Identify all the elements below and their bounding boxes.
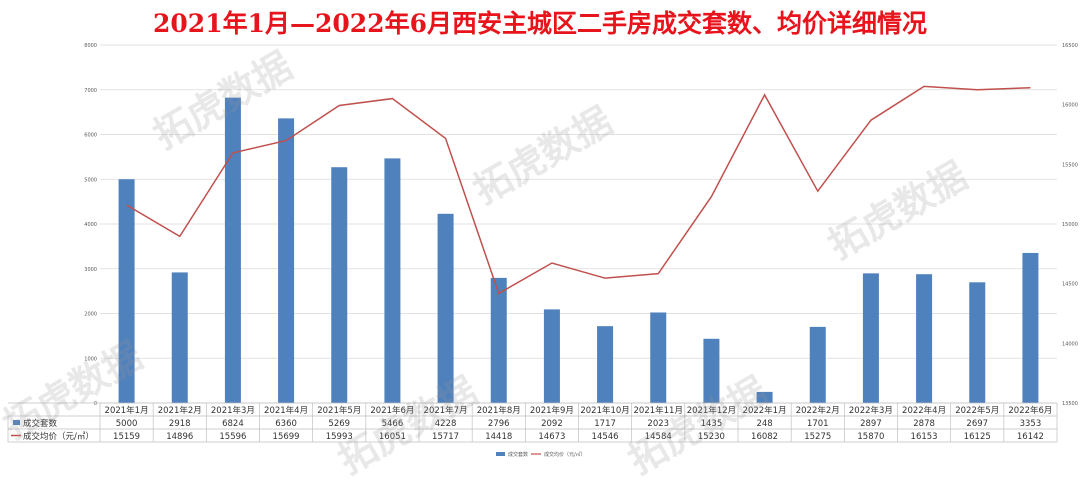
bar xyxy=(224,97,241,403)
data-label-count: 2092 xyxy=(541,419,563,429)
data-label-price: 14584 xyxy=(645,432,672,442)
bar xyxy=(171,272,188,403)
data-label-count: 4228 xyxy=(435,419,457,429)
data-label-count: 2796 xyxy=(488,419,510,429)
right-axis-tick-label: 16000 xyxy=(1062,103,1078,109)
data-label-count: 5466 xyxy=(382,419,404,429)
category-label: 2022年2月 xyxy=(796,405,840,416)
left-axis-tick-label: 6000 xyxy=(84,133,97,139)
left-axis-tick-label: 1000 xyxy=(84,356,97,362)
right-axis-tick-label: 14500 xyxy=(1062,282,1078,288)
bar xyxy=(597,326,614,403)
data-label-count: 2897 xyxy=(860,419,882,429)
data-label-count: 2918 xyxy=(169,419,191,429)
data-label-price: 16153 xyxy=(911,432,938,442)
data-label-price: 16142 xyxy=(1017,432,1044,442)
data-label-count: 248 xyxy=(756,419,772,429)
bar xyxy=(278,118,295,403)
bar xyxy=(118,179,135,403)
bar xyxy=(916,274,933,403)
category-label: 2022年3月 xyxy=(849,405,893,416)
bar xyxy=(969,282,986,403)
category-label: 2021年6月 xyxy=(370,405,414,416)
category-label: 2022年6月 xyxy=(1008,405,1052,416)
left-axis-tick-label: 7000 xyxy=(84,88,97,94)
table-row-header: 成交套数 xyxy=(23,418,58,429)
data-label-count: 6824 xyxy=(222,419,244,429)
left-axis-tick-label: 3000 xyxy=(84,267,97,273)
data-label-count: 5269 xyxy=(328,419,350,429)
category-label: 2021年10月 xyxy=(580,405,629,416)
right-axis-tick-label: 16500 xyxy=(1062,43,1078,49)
data-label-price: 15159 xyxy=(113,432,140,442)
category-label: 2022年5月 xyxy=(955,405,999,416)
left-axis-tick-label: 4000 xyxy=(84,222,97,228)
bar xyxy=(384,158,401,403)
data-label-price: 15230 xyxy=(698,432,725,442)
left-axis-tick-label: 5000 xyxy=(84,177,97,183)
series-line xyxy=(126,85,1031,295)
chart-title: 2021年1月—2022年6月西安主城区二手房成交套数、均价详细情况 xyxy=(153,9,927,38)
chart: 0 1000 2000 3000 4000 5000 6000 7000 8000 13500 14… xyxy=(7,43,1078,458)
data-label-price: 16082 xyxy=(751,432,778,442)
table-row-header: 成交均价（元/㎡） xyxy=(23,431,94,442)
category-label: 2022年4月 xyxy=(902,405,946,416)
category-label: 2021年4月 xyxy=(264,405,308,416)
left-axis-tick-label: 2000 xyxy=(84,312,97,318)
data-label-price: 14546 xyxy=(592,432,619,442)
category-label: 2021年2月 xyxy=(158,405,202,416)
legend-label: 成交均价（元/㎡） xyxy=(544,451,586,458)
data-label-count: 6360 xyxy=(275,419,297,429)
table-legend-key-bar xyxy=(13,420,20,425)
legend-key-bar xyxy=(496,452,505,456)
bar xyxy=(331,167,348,403)
category-label: 2021年5月 xyxy=(317,405,361,416)
data-label-price: 14418 xyxy=(485,432,512,442)
data-label-count: 2697 xyxy=(966,419,988,429)
bar xyxy=(437,213,454,403)
data-label-price: 16125 xyxy=(964,432,991,442)
right-axis-tick-label: 13500 xyxy=(1062,401,1078,407)
right-axis-tick-label: 15500 xyxy=(1062,162,1078,168)
data-label-price: 14896 xyxy=(166,432,193,442)
data-label-count: 5000 xyxy=(116,419,138,429)
data-label-price: 15596 xyxy=(219,432,246,442)
category-label: 2021年7月 xyxy=(424,405,468,416)
data-label-count: 1701 xyxy=(807,419,829,429)
data-label-count: 1717 xyxy=(594,419,616,429)
category-label: 2021年3月 xyxy=(211,405,255,416)
data-label-price: 15993 xyxy=(326,432,353,442)
legend-label: 成交套数 xyxy=(508,451,528,458)
data-label-price: 15717 xyxy=(432,432,459,442)
bar xyxy=(1022,252,1039,403)
bar xyxy=(703,338,720,403)
category-label: 2021年9月 xyxy=(530,405,574,416)
bar xyxy=(862,273,879,403)
right-axis-tick-label: 14000 xyxy=(1062,341,1078,347)
bar xyxy=(756,391,773,403)
data-label-price: 16051 xyxy=(379,432,406,442)
category-label: 2021年11月 xyxy=(634,405,683,416)
category-label: 2021年1月 xyxy=(105,405,149,416)
data-label-price: 15699 xyxy=(273,432,300,442)
data-label-price: 15870 xyxy=(857,432,884,442)
category-label: 2021年8月 xyxy=(477,405,521,416)
category-label: 2022年1月 xyxy=(743,405,787,416)
category-label: 2021年12月 xyxy=(687,405,736,416)
data-label-count: 1435 xyxy=(701,419,723,429)
data-label-price: 14673 xyxy=(538,432,565,442)
right-axis-tick-label: 15000 xyxy=(1062,222,1078,228)
data-label-count: 2878 xyxy=(913,419,935,429)
data-label-count: 2023 xyxy=(647,419,669,429)
bar xyxy=(490,277,507,403)
data-label-count: 3353 xyxy=(1020,419,1042,429)
left-axis-tick-label: 8000 xyxy=(84,43,97,49)
bar xyxy=(809,326,826,403)
bar xyxy=(650,312,667,403)
bar xyxy=(543,309,560,403)
left-axis-tick-label: 0 xyxy=(94,401,97,407)
data-label-price: 15275 xyxy=(804,432,831,442)
